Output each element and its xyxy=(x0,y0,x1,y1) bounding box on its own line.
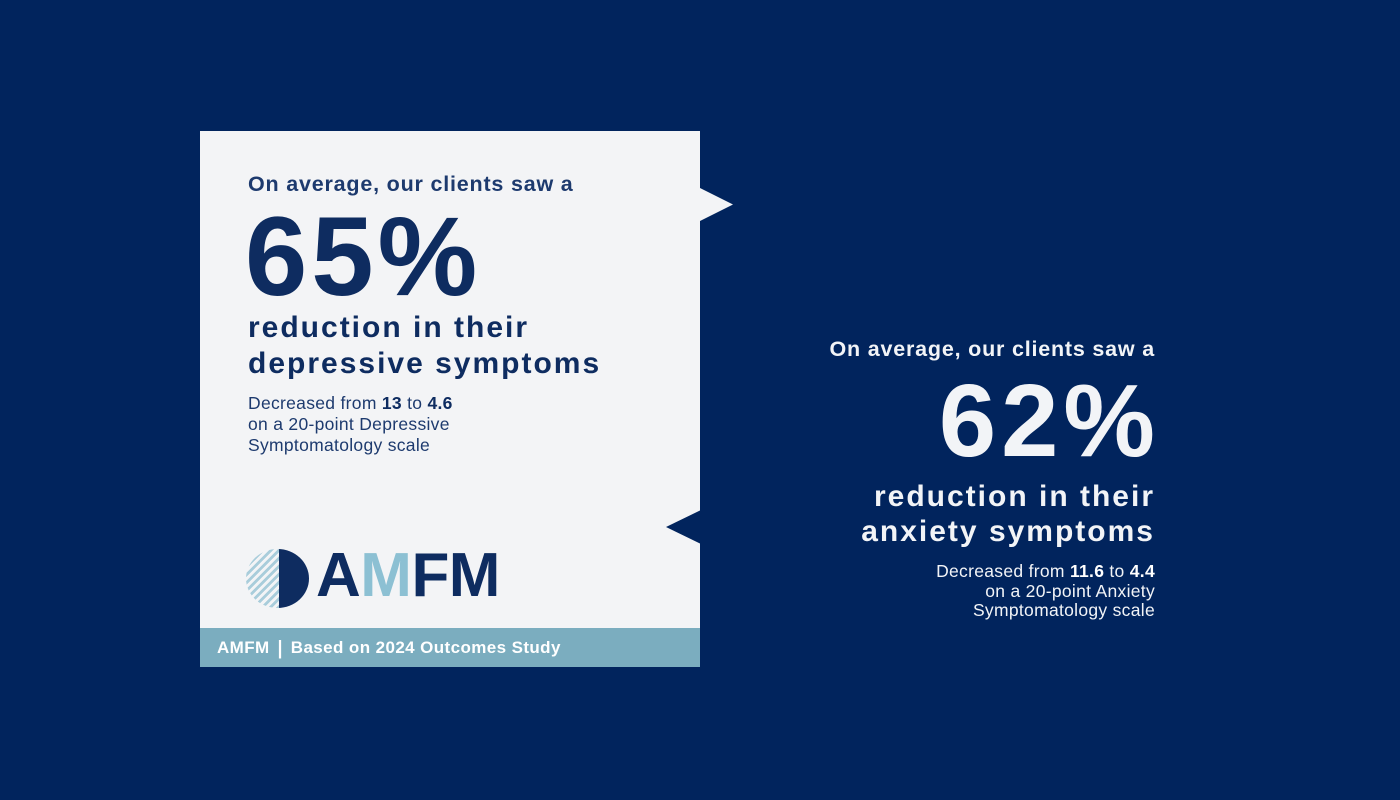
detail-line3: Symptomatology scale xyxy=(248,434,431,455)
detail-from-value: 11.6 xyxy=(1069,561,1105,581)
anxiety-stat-panel: On average, our clients saw a 62% reduct… xyxy=(735,337,1155,621)
depression-intro-text: On average, our clients saw a xyxy=(248,172,574,196)
anxiety-headline-line2: anxiety symptoms xyxy=(861,514,1155,548)
detail-connector: to xyxy=(1104,561,1130,581)
logo-solid-half xyxy=(278,548,309,608)
anxiety-detail-text: Decreased from 11.6 to 4.4 on a 20-point … xyxy=(735,561,1155,621)
amfm-logo-mark-icon xyxy=(246,548,309,608)
detail-connector: to xyxy=(401,393,428,413)
logo-letters-fm: FM xyxy=(411,541,500,610)
footer-brand: AMFM xyxy=(217,637,270,657)
depression-detail-text: Decreased from 13 to 4.6 on a 20-point De… xyxy=(248,393,453,455)
depression-headline-line1: reduction in their xyxy=(248,311,530,344)
logo-striped-half xyxy=(246,548,279,608)
detail-line2: on a 20-point Depressive xyxy=(248,413,450,434)
depression-stat-card: On average, our clients saw a 65% reduct… xyxy=(200,131,700,667)
logo-letter-m-blue: M xyxy=(360,541,412,610)
depression-headline: reduction in their depressive symptoms xyxy=(248,310,601,381)
anxiety-headline: reduction in their anxiety symptoms xyxy=(735,480,1155,549)
detail-prefix: Decreased from xyxy=(936,561,1070,581)
detail-line3: Symptomatology scale xyxy=(972,600,1155,620)
detail-to-value: 4.4 xyxy=(1129,561,1155,581)
anxiety-intro-text: On average, our clients saw a xyxy=(829,337,1155,361)
anxiety-stat-value: 62% xyxy=(938,363,1160,478)
depression-stat-value: 65% xyxy=(245,194,482,319)
detail-from-value: 13 xyxy=(381,393,402,413)
amfm-logo: AMFM xyxy=(246,545,500,609)
anxiety-headline-line1: reduction in their xyxy=(873,480,1155,513)
depression-headline-line2: depressive symptoms xyxy=(248,346,602,380)
logo-letter-a: A xyxy=(316,541,361,610)
card-footer-bar: AMFM | Based on 2024 Outcomes Study xyxy=(200,628,700,667)
footer-source-text: Based on 2024 Outcomes Study xyxy=(290,637,561,657)
footer-separator: | xyxy=(277,636,283,658)
detail-line2: on a 20-point Anxiety xyxy=(985,580,1155,601)
detail-prefix: Decreased from xyxy=(248,393,382,413)
speech-pointer-right-icon xyxy=(700,188,733,221)
amfm-logo-wordmark: AMFM xyxy=(316,545,500,607)
detail-to-value: 4.6 xyxy=(427,393,453,413)
